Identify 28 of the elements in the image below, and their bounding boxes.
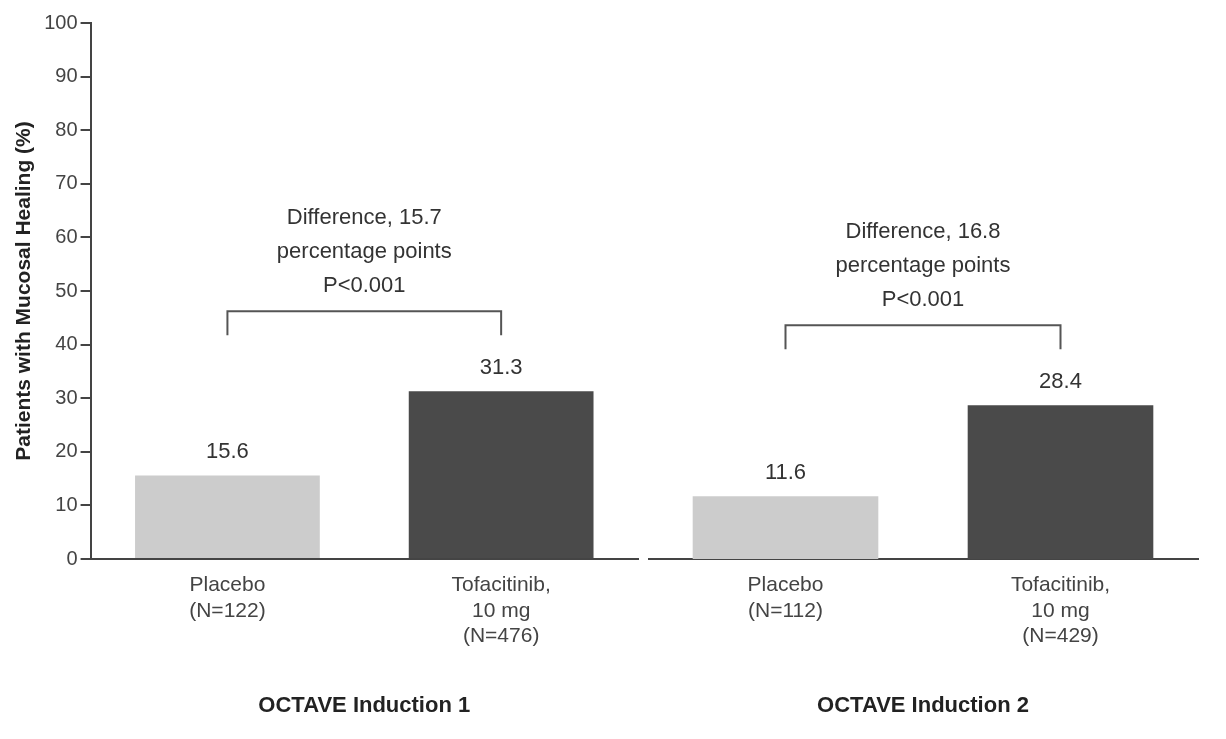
annotation: Difference, 15.7 (286, 204, 442, 230)
annotation: Difference, 16.8 (845, 218, 1001, 244)
y-tick-label: 50 (55, 278, 78, 301)
y-tick-label: 60 (55, 224, 78, 247)
x-tick-label: Placebo (N=112) (747, 572, 824, 621)
x-axis-title: OCTAVE Induction 2 (817, 691, 1029, 717)
y-tick-label: 0 (66, 546, 78, 569)
annotation: percentage points (276, 238, 452, 264)
data-label: 11.6 (764, 459, 807, 485)
y-tick-label: 90 (55, 64, 78, 87)
y-tick-label: 20 (55, 439, 78, 462)
data-label: 31.3 (479, 354, 523, 380)
data-label: 28.4 (1039, 368, 1082, 394)
y-tick-label: 10 (55, 492, 78, 515)
y-axis-title: Patients with Mucosal Healing (%) (11, 121, 35, 461)
y-tick-label: 40 (55, 332, 78, 355)
annotation: percentage points (835, 252, 1011, 278)
y-tick-label: 30 (55, 385, 78, 408)
x-tick-label: Tofacitinib, 10 mg (N=429) (1010, 572, 1111, 646)
x-tick-label: Tofacitinib, 10 mg (N=476) (451, 572, 551, 646)
x-tick-label: Placebo (N=122) (189, 572, 266, 621)
y-tick-label: 80 (55, 117, 78, 140)
annotation: P<0.001 (881, 286, 965, 312)
data-label: 15.6 (206, 438, 249, 464)
annotation: P<0.001 (323, 272, 406, 298)
x-axis-title: OCTAVE Induction 1 (258, 691, 471, 717)
y-tick-label: 70 (55, 171, 78, 194)
y-tick-label: 100 (44, 10, 78, 33)
